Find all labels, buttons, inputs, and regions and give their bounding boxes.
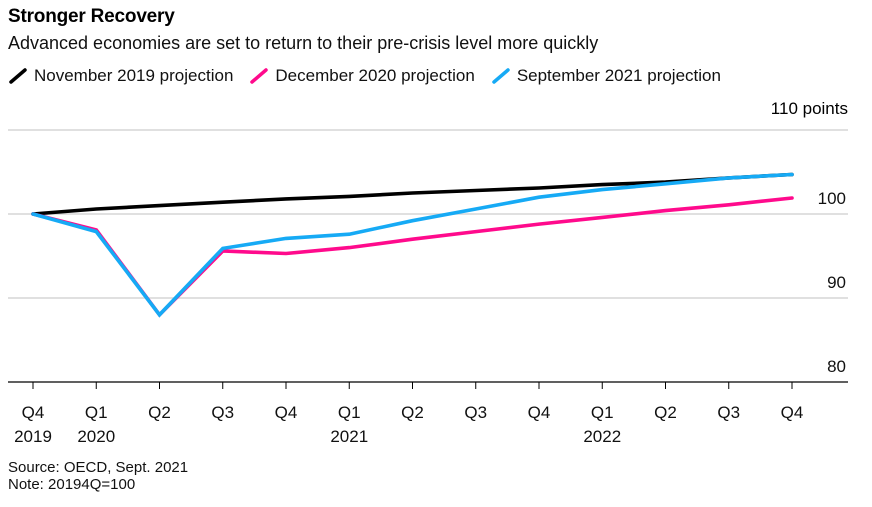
y-tick-labels: 80 90 100	[818, 189, 846, 376]
note: Note: 20194Q=100	[8, 476, 136, 493]
legend-swatch-blue-icon	[492, 68, 510, 84]
x-tick-label-quarter: Q2	[401, 403, 424, 422]
y-tick-label: 80	[827, 357, 846, 376]
legend: November 2019 projection December 2020 p…	[8, 66, 737, 86]
x-tick-label-quarter: Q4	[528, 403, 551, 422]
x-tick-label-quarter: Q4	[22, 403, 45, 422]
x-tick-label-quarter: Q1	[591, 403, 614, 422]
x-tick-label-quarter: Q3	[211, 403, 234, 422]
y-axis-unit-label: 110 points	[770, 99, 848, 118]
series-lines	[31, 172, 794, 318]
x-axis: Q4 2019 Q1 2020 Q2 Q3 Q4 Q1 2021 Q2 Q3 Q4 Q1 2022 Q2 Q3…	[8, 381, 848, 446]
legend-item-sep-2021: September 2021 projection	[491, 66, 721, 86]
source-note: Source: OECD, Sept. 2021	[8, 459, 189, 476]
x-tick-label-quarter: Q2	[148, 403, 171, 422]
x-tick-label-year: 2020	[77, 427, 115, 446]
x-tick-label-quarter: Q3	[717, 403, 740, 422]
legend-item-dec-2020: December 2020 projection	[249, 66, 475, 86]
legend-item-nov-2019: November 2019 projection	[8, 66, 233, 86]
x-tick-label-quarter: Q4	[781, 403, 804, 422]
chart-footer: Source: OECD, Sept. 2021 Note: 20194Q=10…	[8, 459, 188, 493]
x-tick-label-quarter: Q3	[464, 403, 487, 422]
x-tick-label-quarter: Q1	[85, 403, 108, 422]
x-tick-label-quarter: Q1	[338, 403, 361, 422]
legend-label: September 2021 projection	[516, 66, 721, 85]
series-line-2	[31, 172, 794, 318]
gridlines	[8, 129, 848, 299]
chart-title: Stronger Recovery	[8, 6, 175, 27]
x-tick-label-year: 2022	[583, 427, 621, 446]
x-tick-label-quarter: Q4	[275, 403, 298, 422]
x-tick-label-quarter: Q2	[654, 403, 677, 422]
legend-label: November 2019 projection	[34, 66, 234, 85]
legend-swatch-pink-icon	[250, 68, 269, 84]
chart-subtitle: Advanced economies are set to return to …	[8, 33, 599, 53]
x-tick-label-year: 2019	[14, 427, 52, 446]
legend-swatch-black-icon	[9, 68, 27, 84]
y-tick-label: 90	[827, 273, 846, 292]
y-tick-label: 100	[818, 189, 846, 208]
x-tick-label-year: 2021	[330, 427, 368, 446]
legend-label: December 2020 projection	[275, 66, 475, 85]
